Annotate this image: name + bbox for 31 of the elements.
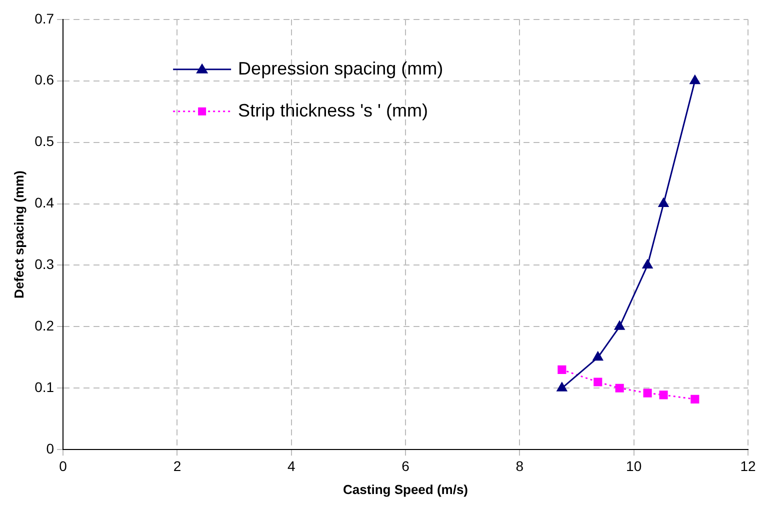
- x-tick-label: 8: [516, 458, 524, 474]
- x-tick-label: 10: [626, 458, 642, 474]
- y-tick-label: 0: [46, 440, 54, 456]
- y-tick-label: 0.4: [34, 194, 54, 211]
- point: [642, 259, 653, 268]
- point: [592, 352, 603, 361]
- y-tick-label: 0.5: [34, 133, 54, 150]
- x-tick-label: 6: [402, 458, 410, 474]
- point: [690, 394, 700, 404]
- point: [614, 320, 625, 330]
- legend-label: Depression spacing (mm): [238, 58, 444, 78]
- y-tick-label: 0.2: [34, 318, 54, 334]
- x-tick-label: 0: [59, 458, 68, 474]
- x-tick-label: 12: [740, 458, 756, 474]
- y-tick-label: 0.7: [34, 10, 54, 26]
- point: [690, 75, 700, 84]
- point: [615, 384, 624, 392]
- y-tick-label: 0.1: [34, 379, 54, 395]
- x-tick-label: 2: [173, 458, 182, 474]
- x-tick-label: 4: [287, 458, 296, 474]
- y-tick-label: 0.3: [34, 256, 54, 272]
- y-tick-label: 0.6: [34, 72, 54, 88]
- x-axis-title: Casting Speed (m/s): [343, 482, 468, 497]
- point: [659, 390, 668, 400]
- point: [643, 388, 652, 398]
- point: [556, 382, 568, 392]
- point: [558, 365, 566, 374]
- point: [594, 378, 602, 386]
- point: [658, 198, 669, 208]
- legend-label: Strip thickness 's ' (mm): [238, 100, 428, 120]
- y-axis-title: Defect spacing (mm): [11, 170, 26, 298]
